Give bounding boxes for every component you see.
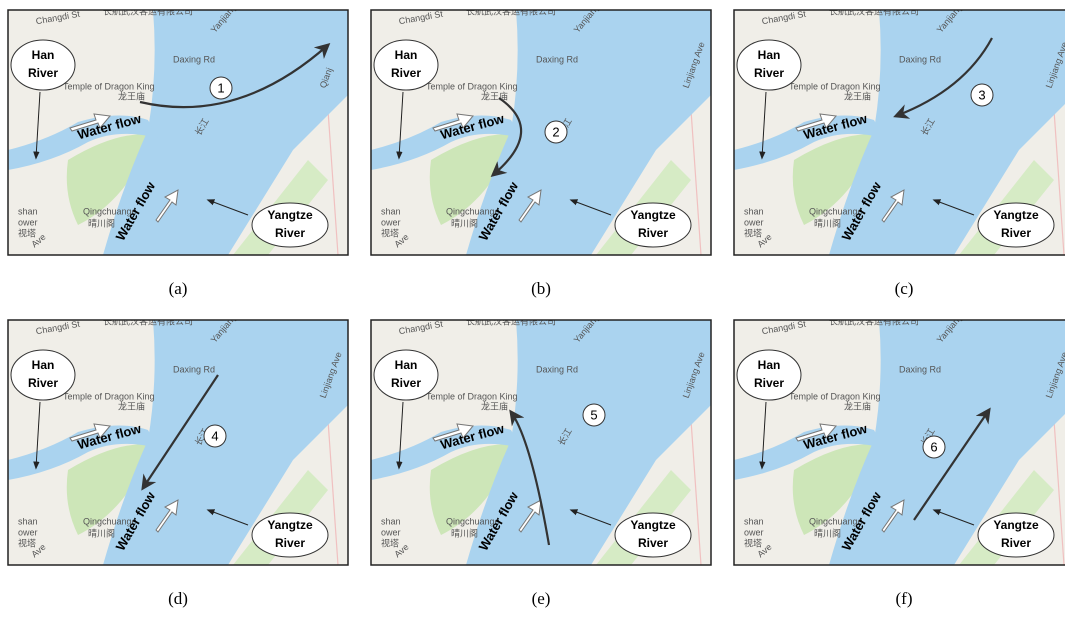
step-number: 2: [552, 124, 559, 139]
han-label: Han: [758, 48, 781, 62]
map-label: ower: [18, 217, 38, 227]
han-label: River: [391, 376, 421, 390]
panel-caption: (f): [896, 589, 913, 608]
figure: Changdi St长航武汉客运有限公司Yanjiang AveDaxing R…: [0, 0, 1065, 617]
yangtze-label: Yangtze: [267, 208, 313, 222]
yangtze-label: Yangtze: [993, 208, 1039, 222]
han-label: River: [391, 66, 421, 80]
step-number: 5: [590, 407, 597, 422]
map-label: 龙王庙: [844, 400, 871, 411]
han-label: River: [754, 66, 784, 80]
map-label: 长航武汉客运有限公司: [466, 5, 556, 16]
map-label: 晴川阁: [88, 217, 115, 228]
map-label: Daxing Rd: [173, 54, 215, 64]
map-label: Temple of Dragon King: [426, 81, 518, 91]
yangtze-label: Yangtze: [267, 518, 313, 532]
map-label: 长航武汉客运有限公司: [829, 5, 919, 16]
panel-caption: (a): [169, 279, 188, 298]
step-number: 1: [217, 80, 224, 95]
map-label: Temple of Dragon King: [426, 391, 518, 401]
map-label: ower: [18, 527, 38, 537]
step-number: 6: [930, 439, 937, 454]
han-label: Han: [395, 48, 418, 62]
yangtze-label: Yangtze: [993, 518, 1039, 532]
map-label: Temple of Dragon King: [789, 81, 881, 91]
map-label: Temple of Dragon King: [63, 391, 155, 401]
han-label: Han: [395, 358, 418, 372]
map-label: 长航武汉客运有限公司: [466, 315, 556, 326]
map-label: shan: [744, 516, 764, 526]
map-panel: Changdi St长航武汉客运有限公司Yanjiang AveDaxing R…: [8, 299, 348, 565]
map-label: 晴川阁: [814, 217, 841, 228]
map-label: shan: [744, 206, 764, 216]
map-label: ower: [381, 217, 401, 227]
map-label: Daxing Rd: [899, 364, 941, 374]
map-label: 龙王庙: [118, 90, 145, 101]
map-label: 晴川阁: [451, 217, 478, 228]
map-label: 视塔: [381, 537, 399, 548]
panel-caption: (c): [895, 279, 914, 298]
panel-caption: (b): [531, 279, 551, 298]
yangtze-label: Yangtze: [630, 518, 676, 532]
panel-caption: (e): [532, 589, 551, 608]
map-label: Temple of Dragon King: [63, 81, 155, 91]
map-label: ower: [381, 527, 401, 537]
map-label: 晴川阁: [814, 527, 841, 538]
map-label: 晴川阁: [88, 527, 115, 538]
map-label: 视塔: [744, 227, 762, 238]
map-label: shan: [18, 206, 38, 216]
han-label: River: [28, 66, 58, 80]
map-label: 龙王庙: [481, 90, 508, 101]
map-label: 视塔: [18, 227, 36, 238]
map-label: 视塔: [744, 537, 762, 548]
step-number: 4: [211, 428, 218, 443]
yangtze-label: Yangtze: [630, 208, 676, 222]
han-label: Han: [32, 48, 55, 62]
map-label: Daxing Rd: [536, 54, 578, 64]
map-label: 龙王庙: [844, 90, 871, 101]
panel-caption: (d): [168, 589, 188, 608]
map-label: Temple of Dragon King: [789, 391, 881, 401]
map-label: 龙王庙: [481, 400, 508, 411]
map-label: ower: [744, 527, 764, 537]
yangtze-label: River: [638, 226, 668, 240]
han-label: Han: [758, 358, 781, 372]
map-label: Daxing Rd: [173, 364, 215, 374]
map-label: shan: [381, 516, 401, 526]
map-label: 长航武汉客运有限公司: [103, 5, 193, 16]
map-label: shan: [18, 516, 38, 526]
han-label: River: [28, 376, 58, 390]
map-label: Daxing Rd: [899, 54, 941, 64]
yangtze-label: River: [638, 536, 668, 550]
han-label: River: [754, 376, 784, 390]
map-label: 长航武汉客运有限公司: [103, 315, 193, 326]
map-label: 视塔: [18, 537, 36, 548]
map-panel: Changdi St长航武汉客运有限公司Yanjiang AveDaxing R…: [371, 299, 711, 565]
map-label: 长航武汉客运有限公司: [829, 315, 919, 326]
han-label: Han: [32, 358, 55, 372]
map-label: 龙王庙: [118, 400, 145, 411]
yangtze-label: River: [1001, 536, 1031, 550]
map-label: shan: [381, 206, 401, 216]
yangtze-label: River: [275, 536, 305, 550]
map-label: 视塔: [381, 227, 399, 238]
map-label: 晴川阁: [451, 527, 478, 538]
step-number: 3: [978, 87, 985, 102]
map-label: Daxing Rd: [536, 364, 578, 374]
yangtze-label: River: [275, 226, 305, 240]
yangtze-label: River: [1001, 226, 1031, 240]
map-label: ower: [744, 217, 764, 227]
